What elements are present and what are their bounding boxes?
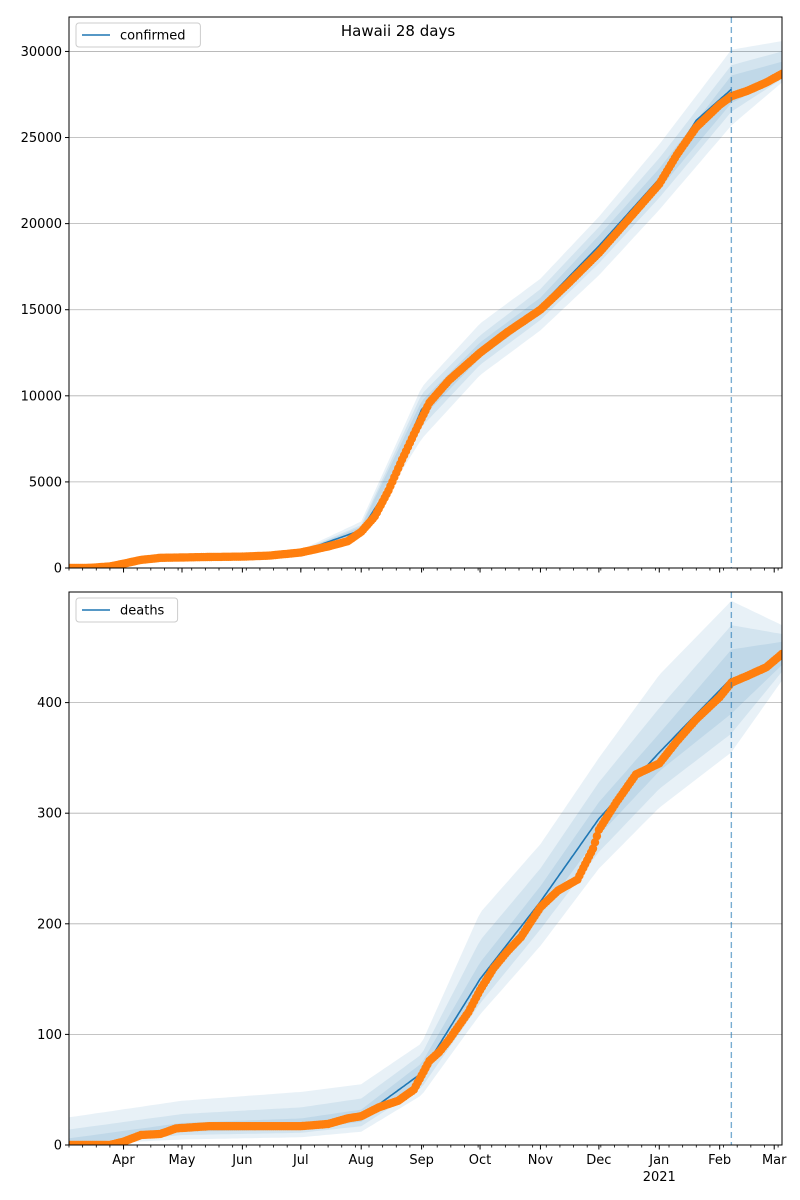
x-tick-label: Aug bbox=[349, 1153, 374, 1168]
observed-point bbox=[592, 831, 602, 841]
plot-area bbox=[69, 17, 782, 568]
legend-label: deaths bbox=[120, 604, 165, 619]
y-tick-label: 15000 bbox=[21, 303, 62, 318]
x-tick-label: Jan bbox=[648, 1153, 669, 1168]
model-line bbox=[69, 88, 732, 568]
legend-box bbox=[75, 22, 201, 48]
uncertainty-band bbox=[69, 41, 782, 568]
legend-label: confirmed bbox=[120, 29, 186, 44]
deaths-panel: 0 100 200 300 400 Apr May Jun Jul Aug Sep Oct Nov Dec… bbox=[37, 591, 787, 1185]
observed-point bbox=[777, 649, 782, 659]
x-tick-label: Apr bbox=[112, 1153, 135, 1168]
legend-box bbox=[75, 597, 179, 623]
x-tick-label: May bbox=[169, 1153, 196, 1168]
axes-frame bbox=[68, 16, 783, 569]
uncertainty-band bbox=[69, 641, 782, 1145]
x-tick-label: Feb bbox=[708, 1153, 731, 1168]
x-tick-label: Sep bbox=[409, 1153, 434, 1168]
y-tick-label: 30000 bbox=[21, 45, 62, 60]
y-tick-label: 25000 bbox=[21, 131, 62, 146]
y-tick-label: 0 bbox=[54, 1139, 62, 1154]
x-tick-label: Oct bbox=[469, 1153, 491, 1168]
y-tick-label: 300 bbox=[37, 807, 62, 822]
x-tick-label: Nov bbox=[528, 1153, 554, 1168]
y-tick-label: 20000 bbox=[21, 217, 62, 232]
y-tick-label: 200 bbox=[37, 917, 62, 932]
x-tick-label: Jul bbox=[292, 1153, 309, 1168]
observed-point bbox=[777, 69, 782, 78]
uncertainty-band bbox=[69, 600, 782, 1145]
confirmed-panel: 0 5000 10000 15000 20000 25000 30000 confirmed bbox=[21, 16, 783, 577]
x-tick-sublabel: 2021 bbox=[643, 1170, 676, 1185]
x-tick-label: Dec bbox=[586, 1153, 611, 1168]
uncertainty-band bbox=[69, 625, 782, 1145]
y-tick-label: 5000 bbox=[29, 475, 62, 490]
x-tick-label: Mar bbox=[762, 1153, 787, 1168]
plot-area bbox=[69, 592, 782, 1145]
axes-frame bbox=[68, 591, 783, 1146]
observed-point bbox=[588, 844, 598, 853]
y-tick-label: 10000 bbox=[21, 389, 62, 404]
y-tick-label: 0 bbox=[54, 562, 62, 577]
figure-title: Hawaii 28 days bbox=[341, 22, 455, 40]
uncertainty-band bbox=[69, 51, 782, 568]
y-tick-label: 100 bbox=[37, 1028, 62, 1043]
x-tick-label: Jun bbox=[231, 1153, 252, 1168]
y-tick-label: 400 bbox=[37, 696, 62, 711]
